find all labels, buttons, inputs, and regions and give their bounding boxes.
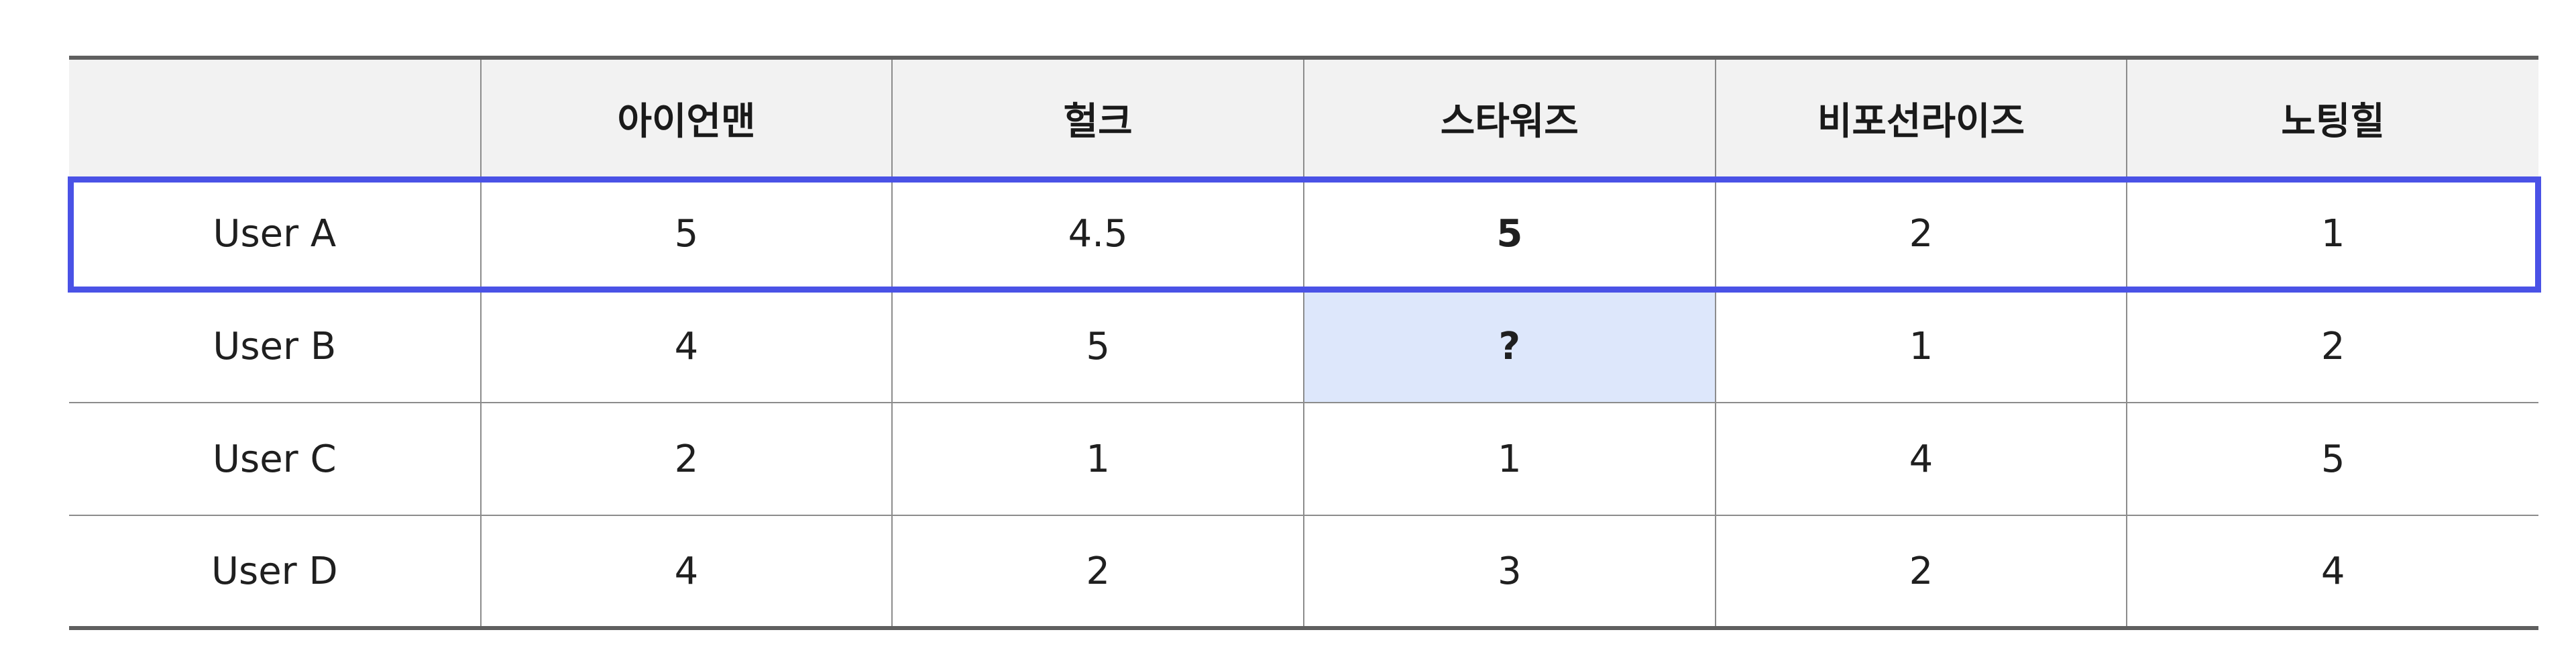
rating-cell: 1: [1302, 403, 1716, 516]
rating-cell-highlighted: 5: [1302, 177, 1716, 291]
rating-cell: 4: [2126, 515, 2538, 628]
user-label: User C: [69, 403, 482, 516]
user-label: User D: [69, 515, 482, 628]
header-movie-before-sunrise: 비포선라이즈: [1714, 58, 2128, 178]
rating-cell: 3: [1302, 515, 1716, 628]
rating-cell: 4: [480, 515, 893, 628]
header-movie-ironman: 아이언맨: [480, 58, 893, 178]
rating-cell: 2: [2126, 290, 2538, 403]
header-movie-starwars: 스타워즈: [1302, 58, 1716, 178]
rating-cell: 2: [1714, 177, 2128, 291]
user-label: User A: [69, 177, 482, 291]
rating-cell: 4: [1714, 403, 2128, 516]
rating-cell: 5: [480, 177, 893, 291]
rating-matrix-table: 아이언맨 헐크 스타워즈 비포선라이즈 노팅힐 User A 5 4.5 5 2…: [69, 56, 2538, 630]
header-movie-notting-hill: 노팅힐: [2126, 58, 2538, 178]
rating-cell: 2: [1714, 515, 2128, 628]
rating-cell: 1: [2126, 177, 2538, 291]
rating-cell: 4.5: [891, 177, 1304, 291]
corner-header-cell: [69, 58, 482, 178]
header-row: 아이언맨 헐크 스타워즈 비포선라이즈 노팅힐: [69, 58, 2538, 178]
table-row-user-c: User C 2 1 1 4 5: [69, 403, 2538, 516]
rating-cell: 5: [891, 290, 1304, 403]
rating-cell: 2: [891, 515, 1304, 628]
rating-cell: 5: [2126, 403, 2538, 516]
unknown-rating-cell: ?: [1302, 290, 1716, 403]
table-row-user-a: User A 5 4.5 5 2 1: [69, 177, 2538, 291]
rating-cell: 4: [480, 290, 893, 403]
rating-cell: 1: [1714, 290, 2128, 403]
user-label: User B: [69, 290, 482, 403]
rating-cell: 2: [480, 403, 893, 516]
table-row-user-d: User D 4 2 3 2 4: [69, 515, 2538, 628]
header-movie-hulk: 헐크: [891, 58, 1304, 178]
rating-cell: 1: [891, 403, 1304, 516]
table-row-user-b: User B 4 5 ? 1 2: [69, 290, 2538, 403]
